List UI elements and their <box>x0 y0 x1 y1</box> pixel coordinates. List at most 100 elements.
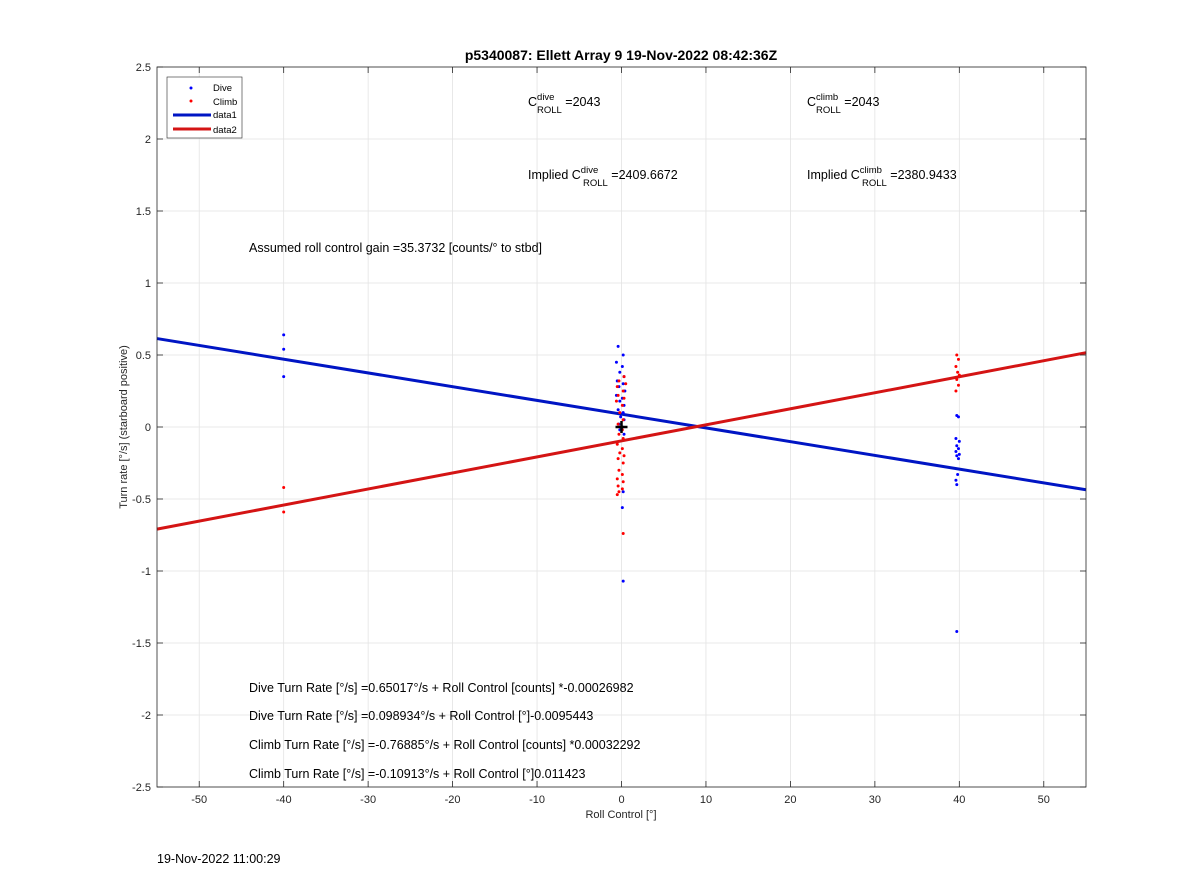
annotation-implied-c-roll-dive: Implied Cdive ROLL =2409.6672 <box>528 165 678 189</box>
equation-dive-counts: Dive Turn Rate [°/s] =0.65017°/s + Roll … <box>249 681 634 695</box>
point-climb <box>956 370 960 374</box>
annotation-implied-c-roll-climb: Implied Cclimb ROLL =2380.9433 <box>807 165 957 189</box>
point-dive <box>954 437 958 441</box>
point-dive <box>619 415 623 419</box>
point-climb <box>615 477 619 481</box>
point-dive <box>620 365 624 369</box>
x-tick-label: -20 <box>445 794 461 806</box>
y-tick-label: 0.5 <box>136 350 151 362</box>
point-dive <box>620 506 624 510</box>
x-tick-label: -40 <box>276 794 292 806</box>
y-axis-label: Turn rate [°/s] (starboard positive) <box>118 345 130 509</box>
fit-lines <box>156 337 1087 531</box>
point-dive <box>955 629 959 633</box>
point-climb <box>616 457 620 461</box>
point-climb <box>617 468 621 472</box>
point-dive <box>956 447 960 451</box>
point-climb <box>616 484 620 488</box>
y-tick-label: -1.5 <box>132 638 151 650</box>
point-climb <box>618 411 622 415</box>
point-climb <box>620 403 624 407</box>
point-dive <box>957 452 961 456</box>
point-climb <box>621 418 625 422</box>
point-dive <box>622 432 626 436</box>
x-axis-ticks: -50 -40 -30 -20 -10 0 10 20 30 40 50 <box>191 67 1050 806</box>
point-dive <box>616 344 620 348</box>
point-climb <box>624 382 628 386</box>
point-climb <box>282 510 286 514</box>
y-tick-label: 1.5 <box>136 206 151 218</box>
point-climb <box>622 375 626 379</box>
point-climb <box>617 490 621 494</box>
point-dive <box>621 353 625 357</box>
point-climb <box>957 373 961 377</box>
point-dive <box>955 454 959 458</box>
y-axis-ticks: -2.5 -2 -1.5 -1 -0.5 0 0.5 1 1.5 2 2.5 <box>132 62 1086 794</box>
y-tick-label: -0.5 <box>132 494 151 506</box>
x-tick-label: 50 <box>1038 794 1050 806</box>
legend-climb-label: Climb <box>213 97 237 108</box>
point-dive <box>955 483 959 487</box>
point-climb <box>956 383 960 387</box>
x-tick-label: 40 <box>953 794 965 806</box>
point-dive <box>956 457 960 461</box>
equation-climb-counts: Climb Turn Rate [°/s] =-0.76885°/s + Rol… <box>249 738 641 752</box>
point-climb <box>955 377 959 381</box>
point-climb <box>620 473 624 477</box>
x-tick-label: 20 <box>784 794 796 806</box>
point-climb <box>615 442 619 446</box>
point-climb <box>282 485 286 489</box>
point-climb <box>620 487 624 491</box>
point-climb <box>617 379 621 383</box>
point-climb <box>621 461 625 465</box>
point-dive <box>956 415 960 419</box>
y-tick-label: 0 <box>145 422 151 434</box>
point-dive <box>955 444 959 448</box>
annotation-c-roll-dive: Cdive ROLL =2043 <box>528 92 600 116</box>
point-climb <box>621 437 625 441</box>
point-climb <box>956 357 960 361</box>
data-points <box>282 333 961 633</box>
legend-climb-swatch <box>189 99 193 103</box>
point-dive <box>621 490 625 494</box>
series-line-data2 <box>156 351 1087 531</box>
point-climb <box>617 432 621 436</box>
y-tick-label: -1 <box>141 566 151 578</box>
point-dive <box>282 333 286 337</box>
point-climb <box>616 393 620 397</box>
point-climb <box>621 532 625 536</box>
point-dive <box>956 473 960 477</box>
x-tick-label: 0 <box>618 794 624 806</box>
point-dive <box>282 347 286 351</box>
point-dive <box>616 408 620 412</box>
x-tick-label: -10 <box>529 794 545 806</box>
point-dive <box>621 579 625 583</box>
y-tick-label: 1 <box>145 278 151 290</box>
point-climb <box>622 396 626 400</box>
series-line-data1 <box>156 337 1087 492</box>
x-tick-label: 10 <box>700 794 712 806</box>
y-tick-label: 2.5 <box>136 62 151 74</box>
x-tick-label: 30 <box>869 794 881 806</box>
point-climb <box>615 493 619 497</box>
point-dive <box>954 449 958 453</box>
point-dive <box>614 360 618 364</box>
point-climb <box>954 389 958 393</box>
point-climb <box>615 385 619 389</box>
y-tick-label: -2.5 <box>132 782 151 794</box>
point-climb <box>955 353 959 357</box>
point-dive <box>621 382 625 386</box>
equation-climb-degrees: Climb Turn Rate [°/s] =-0.10913°/s + Rol… <box>249 767 586 781</box>
print-timestamp: 19-Nov-2022 11:00:29 <box>157 852 281 866</box>
legend-data1-label: data1 <box>213 110 237 121</box>
annotation-c-roll-climb: Cclimb ROLL =2043 <box>807 92 879 116</box>
point-climb <box>954 365 958 369</box>
y-tick-label: 2 <box>145 134 151 146</box>
legend-data2-label: data2 <box>213 125 237 136</box>
chart-title: p5340087: Ellett Array 9 19-Nov-2022 08:… <box>465 47 778 63</box>
x-axis-label: Roll Control [°] <box>585 809 656 821</box>
point-climb <box>620 447 624 451</box>
legend-dive-swatch <box>189 86 193 90</box>
point-climb <box>621 480 625 484</box>
